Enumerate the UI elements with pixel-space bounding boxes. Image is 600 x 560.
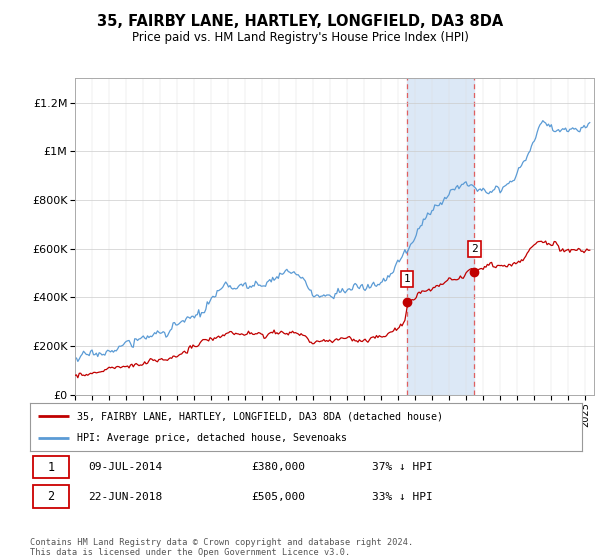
Text: 33% ↓ HPI: 33% ↓ HPI: [372, 492, 433, 502]
Text: £505,000: £505,000: [251, 492, 305, 502]
Text: 37% ↓ HPI: 37% ↓ HPI: [372, 462, 433, 472]
Text: £380,000: £380,000: [251, 462, 305, 472]
FancyBboxPatch shape: [33, 456, 68, 478]
Text: 09-JUL-2014: 09-JUL-2014: [88, 462, 162, 472]
Text: HPI: Average price, detached house, Sevenoaks: HPI: Average price, detached house, Seve…: [77, 433, 347, 443]
Text: 2: 2: [471, 244, 478, 254]
Text: Contains HM Land Registry data © Crown copyright and database right 2024.
This d: Contains HM Land Registry data © Crown c…: [30, 538, 413, 557]
Text: 35, FAIRBY LANE, HARTLEY, LONGFIELD, DA3 8DA: 35, FAIRBY LANE, HARTLEY, LONGFIELD, DA3…: [97, 14, 503, 29]
Text: 2: 2: [47, 490, 55, 503]
Text: 1: 1: [404, 274, 410, 284]
Text: 1: 1: [47, 460, 55, 474]
Bar: [407, 78, 475, 395]
Text: 35, FAIRBY LANE, HARTLEY, LONGFIELD, DA3 8DA (detached house): 35, FAIRBY LANE, HARTLEY, LONGFIELD, DA3…: [77, 411, 443, 421]
Text: Price paid vs. HM Land Registry's House Price Index (HPI): Price paid vs. HM Land Registry's House …: [131, 31, 469, 44]
FancyBboxPatch shape: [33, 486, 68, 508]
Text: 22-JUN-2018: 22-JUN-2018: [88, 492, 162, 502]
